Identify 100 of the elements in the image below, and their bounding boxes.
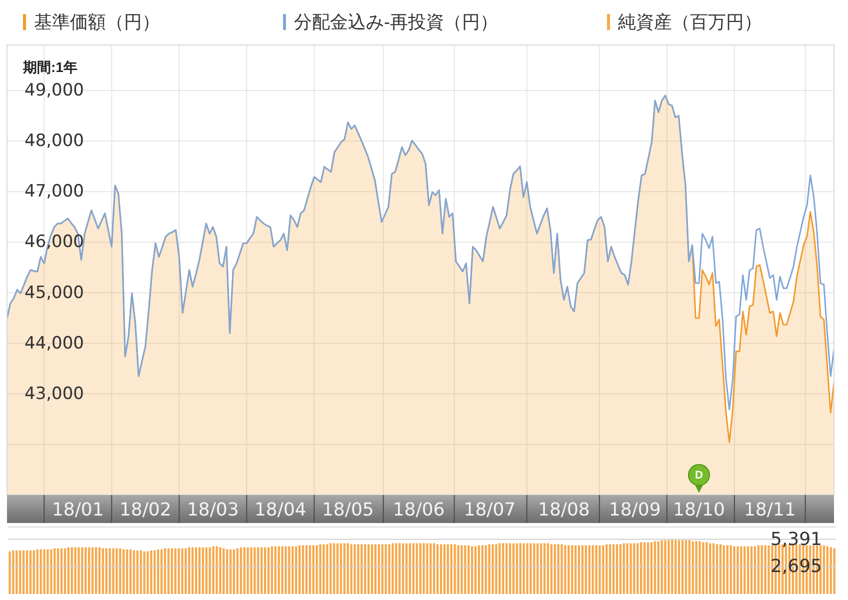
bar [122, 549, 125, 594]
bar [91, 547, 94, 594]
bar [264, 547, 266, 594]
bar [540, 543, 542, 594]
bar [29, 550, 32, 594]
bar [102, 548, 104, 594]
bar [484, 545, 487, 594]
bar [746, 546, 750, 594]
y-tick-label: 49,000 [24, 80, 84, 101]
bar [322, 544, 325, 594]
x-tick-label: 18/02 [119, 500, 172, 520]
bar [695, 541, 698, 594]
bar [602, 545, 604, 594]
bar [722, 545, 725, 594]
bar [178, 548, 180, 594]
y-tick-label: 5,391 [770, 528, 822, 550]
bar [32, 550, 35, 594]
bar [205, 547, 208, 594]
bar [81, 547, 84, 594]
bar [350, 544, 352, 594]
bar [430, 543, 432, 594]
bar [288, 546, 290, 594]
bar [160, 549, 163, 594]
bar [312, 545, 314, 594]
bar [332, 543, 336, 594]
bar [416, 543, 418, 594]
bar [126, 549, 128, 594]
bar [226, 549, 228, 594]
bar [240, 547, 242, 594]
bar [519, 543, 522, 594]
bar [684, 540, 688, 594]
bar [236, 548, 239, 594]
bar [481, 545, 484, 594]
bar [395, 543, 398, 594]
bar [388, 544, 390, 594]
x-tick-label: 18/04 [254, 500, 306, 520]
bar [443, 544, 446, 594]
bar [636, 543, 639, 594]
bar [474, 546, 477, 594]
bar [336, 543, 339, 594]
bar [12, 550, 14, 594]
bar [626, 543, 628, 594]
bar [650, 542, 653, 594]
bar [516, 543, 518, 594]
bar [246, 547, 249, 594]
y-tick-label: 43,000 [24, 384, 84, 404]
bar [170, 548, 173, 594]
bar [454, 544, 456, 594]
bar [184, 548, 187, 594]
bar [460, 545, 463, 594]
bar [305, 545, 308, 594]
bar [502, 543, 504, 594]
bar [608, 544, 612, 594]
bar [316, 545, 318, 594]
bar [830, 547, 832, 594]
bar [194, 547, 198, 594]
bar [488, 544, 490, 594]
bar [712, 543, 715, 594]
bar [405, 543, 408, 594]
bar [167, 548, 170, 594]
x-tick-label: 18/06 [392, 500, 445, 520]
bar [98, 547, 101, 594]
legend-label: 純資産（百万円） [618, 12, 762, 32]
bar [478, 545, 480, 594]
x-tick-label: 18/08 [538, 500, 590, 520]
legend-label: 分配金込み-再投資（円） [294, 12, 498, 32]
bar [757, 545, 760, 594]
y-tick-label: 48,000 [24, 131, 84, 152]
bar [192, 547, 194, 594]
bar [505, 543, 508, 594]
bar [740, 546, 742, 594]
y-tick-label: 47,000 [24, 182, 84, 202]
bar [295, 546, 298, 594]
bar [674, 540, 677, 594]
bar [726, 545, 728, 594]
bar [826, 546, 828, 594]
bar [464, 545, 466, 594]
bar [706, 542, 708, 594]
bar [198, 547, 201, 594]
bar [522, 543, 525, 594]
y-tick-label: 2,695 [770, 556, 822, 578]
bar [492, 544, 494, 594]
bar [112, 548, 114, 594]
bar [571, 545, 574, 594]
bar [257, 547, 260, 594]
bar [543, 543, 546, 594]
bar [688, 540, 690, 594]
bar [267, 547, 270, 594]
bar [550, 544, 552, 594]
bar [292, 546, 294, 594]
bar [150, 550, 152, 594]
bar [270, 546, 274, 594]
bar [370, 544, 374, 594]
bar [143, 551, 146, 594]
bar [364, 544, 366, 594]
bar [46, 549, 49, 594]
bar [595, 545, 598, 594]
bar [530, 543, 532, 594]
bar [533, 543, 536, 594]
bar [736, 546, 739, 594]
